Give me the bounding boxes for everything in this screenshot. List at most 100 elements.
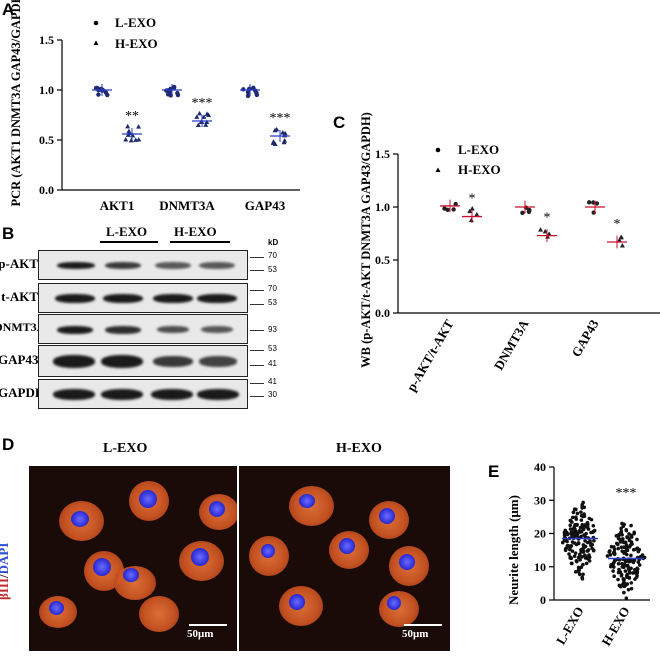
micro-divider [237,466,239,651]
a-point-h [282,138,288,143]
c-significance: * [469,192,476,207]
a-point-h [272,127,278,133]
e-point [611,561,616,566]
blot-row-takt [38,283,248,313]
e-point [579,513,584,518]
c-point-l [586,200,592,205]
e-point [637,563,642,567]
e-point [565,532,570,537]
e-point [624,596,629,600]
micro-title-left: L-EXO [103,441,148,456]
e-point [629,523,633,528]
a-point-h [130,132,136,138]
mw-pakt-70: 70 [268,251,277,260]
a-point-h [204,119,210,125]
a-xtick-label: GAP43 [245,198,286,213]
c-significance: * [544,211,551,226]
e-point [627,532,631,536]
chart-a-ylabel: PCR (AKT1 DNMT3A GAP43/GAPDH) [9,0,23,207]
blot-label-dnmt3a: DNMT3A [0,320,46,334]
a-xtick-label: AKT1 [100,198,135,213]
e-point [575,511,580,516]
e-point [619,572,624,577]
mw-pakt-53: 53 [268,265,277,274]
blot-panel: L-EXO H-EXO kD p-AKT t-AKT DNMT3A GAP43 … [0,224,330,434]
e-point [586,548,591,552]
e-point [587,553,591,557]
e-point [576,541,581,546]
e-point [624,545,629,550]
e-point [572,541,577,545]
e-point [582,514,587,518]
e-point [579,518,584,522]
e-point [589,543,593,548]
e-point [624,543,629,547]
e-point [580,575,584,580]
a-point-h [136,137,142,142]
mw-gapdh-30: 30 [268,390,277,399]
e-point [576,555,581,560]
e-point [584,561,589,566]
e-point [612,574,616,579]
e-point [579,510,583,514]
c-point-l [594,201,600,206]
e-point [589,530,593,535]
e-point [591,524,596,528]
e-point [591,548,596,552]
c-significance: * [614,217,621,232]
c-point-h [545,234,551,239]
a-point-h [128,137,134,143]
e-point [609,564,614,569]
mw-takt-70: 70 [268,284,277,293]
e-point [581,562,585,567]
e-point [611,569,615,573]
a-point-h [203,122,209,127]
chart-c-legend-l: L-EXO [458,142,499,157]
e-point [635,567,640,571]
e-point [578,525,583,530]
e-point [635,573,639,578]
e-point [620,549,625,553]
e-point [629,540,634,544]
c-point-l [520,210,525,216]
e-point [629,553,633,558]
e-point [581,543,586,547]
c-xtick-label: p-AKT/t-AKT [404,317,457,394]
c-ytick-label: 1.5 [375,147,390,161]
e-point [568,527,573,531]
a-point-h [201,114,207,119]
e-point [568,518,573,523]
e-point [626,587,631,592]
c-point-l [451,207,456,212]
c-ytick-label: 0.5 [375,253,390,267]
e-point [633,577,637,581]
mw-dnmt3a-93: 93 [268,325,277,334]
a-significance: *** [192,96,213,111]
c-point-l [526,209,532,215]
micrograph-left: 50μm [29,466,237,651]
e-point [579,534,583,539]
stain-label: βIII/DAPI [0,543,12,600]
e-point [571,510,576,515]
a-ytick-label: 1.5 [39,33,54,47]
chart-c-ylabel: WB (p-AKT/t-AKT DNMT3A GAP43/GAPDH) [359,112,373,368]
c-point-h [542,228,548,234]
a-point-h [197,110,203,116]
e-point [622,540,626,545]
chart-a-legend-l: L-EXO [115,15,156,30]
e-point [608,549,612,553]
a-significance: ** [125,109,139,124]
e-point [565,544,570,548]
a-ytick-label: 0.5 [39,133,54,147]
mw-gapdh-41: 41 [268,377,277,386]
e-point [573,532,577,537]
e-point [570,561,574,566]
e-point [568,523,573,528]
scalebar-left-label: 50μm [187,628,214,640]
scalebar-right-label: 50μm [402,628,429,640]
a-point-l [254,92,260,98]
a-point-l [175,90,180,96]
panel-label-a: A [2,0,15,19]
e-point [627,545,632,549]
e-point [582,533,586,537]
